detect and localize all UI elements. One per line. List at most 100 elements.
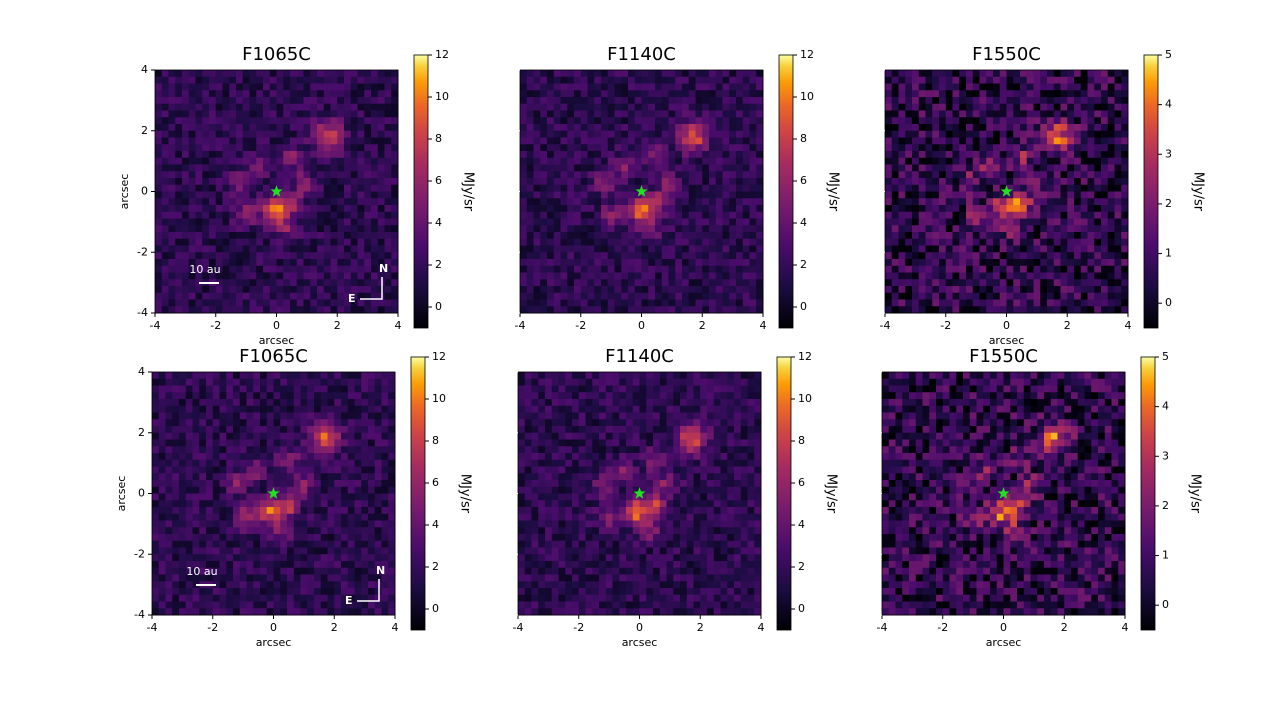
image-pixel [1034,212,1041,219]
image-pixel [696,144,703,151]
image-pixel [689,252,696,259]
image-pixel [1007,266,1014,273]
image-pixel [885,225,892,232]
image-pixel [310,219,317,226]
image-pixel [294,541,301,548]
image-pixel [351,239,358,246]
image-pixel [209,232,216,239]
image-pixel [229,259,236,266]
image-pixel [186,527,193,534]
image-pixel [337,246,344,253]
image-pixel [334,453,341,460]
image-pixel [1054,158,1061,165]
image-pixel [324,178,331,185]
image-pixel [689,77,696,84]
image-pixel [270,279,277,286]
image-pixel [189,192,196,199]
image-pixel [932,77,939,84]
image-pixel [297,171,304,178]
image-pixel [993,90,1000,97]
image-pixel [554,185,561,192]
image-pixel [175,178,182,185]
image-pixel [635,273,642,280]
image-pixel [709,198,716,205]
image-pixel [283,151,290,158]
image-pixel [648,158,655,165]
image-pixel [939,239,946,246]
image-pixel [601,171,608,178]
image-pixel [1013,252,1020,259]
image-pixel [233,440,240,447]
image-pixel [172,473,179,480]
image-pixel [307,494,314,501]
image-pixel [581,266,588,273]
image-pixel [328,541,335,548]
image-pixel [375,446,382,453]
image-pixel [155,178,162,185]
image-pixel [567,117,574,124]
image-pixel [351,252,358,259]
image-pixel [253,548,260,555]
image-pixel [986,232,993,239]
image-pixel [750,117,757,124]
image-pixel [1061,90,1068,97]
image-pixel [750,77,757,84]
image-pixel [159,460,166,467]
image-pixel [226,426,233,433]
image-pixel [1054,192,1061,199]
image-pixel [209,111,216,118]
image-pixel [166,406,173,413]
image-pixel [621,306,628,313]
image-pixel [743,239,750,246]
image-pixel [1101,239,1108,246]
image-pixel [294,433,301,440]
image-pixel [159,440,166,447]
image-pixel [196,111,203,118]
image-pixel [182,70,189,77]
image-pixel [993,77,1000,84]
image-pixel [361,433,368,440]
image-pixel [743,111,750,118]
image-pixel [337,117,344,124]
image-pixel [179,541,186,548]
image-pixel [689,219,696,226]
image-pixel [655,225,662,232]
image-pixel [716,306,723,313]
image-pixel [1027,117,1034,124]
image-pixel [304,111,311,118]
image-pixel [223,131,230,138]
image-pixel [321,379,328,386]
image-pixel [561,273,568,280]
image-pixel [939,70,946,77]
image-pixel [250,225,257,232]
image-pixel [274,548,281,555]
image-pixel [250,252,257,259]
image-pixel [966,185,973,192]
image-pixel [615,286,622,293]
image-pixel [574,252,581,259]
image-pixel [594,144,601,151]
image-pixel [885,144,892,151]
image-pixel [648,246,655,253]
image-pixel [243,104,250,111]
image-pixel [946,286,953,293]
image-pixel [1034,84,1041,91]
image-pixel [675,273,682,280]
image-pixel [328,433,335,440]
image-pixel [256,77,263,84]
image-pixel [594,138,601,145]
image-pixel [172,426,179,433]
image-pixel [743,246,750,253]
image-pixel [240,426,247,433]
image-pixel [1074,165,1081,172]
image-pixel [358,279,365,286]
image-pixel [220,460,227,467]
image-pixel [328,473,335,480]
image-pixel [736,144,743,151]
image-pixel [202,219,209,226]
image-pixel [1027,300,1034,307]
image-pixel [946,70,953,77]
image-pixel [382,507,389,514]
image-pixel [574,192,581,199]
image-pixel [260,467,267,474]
